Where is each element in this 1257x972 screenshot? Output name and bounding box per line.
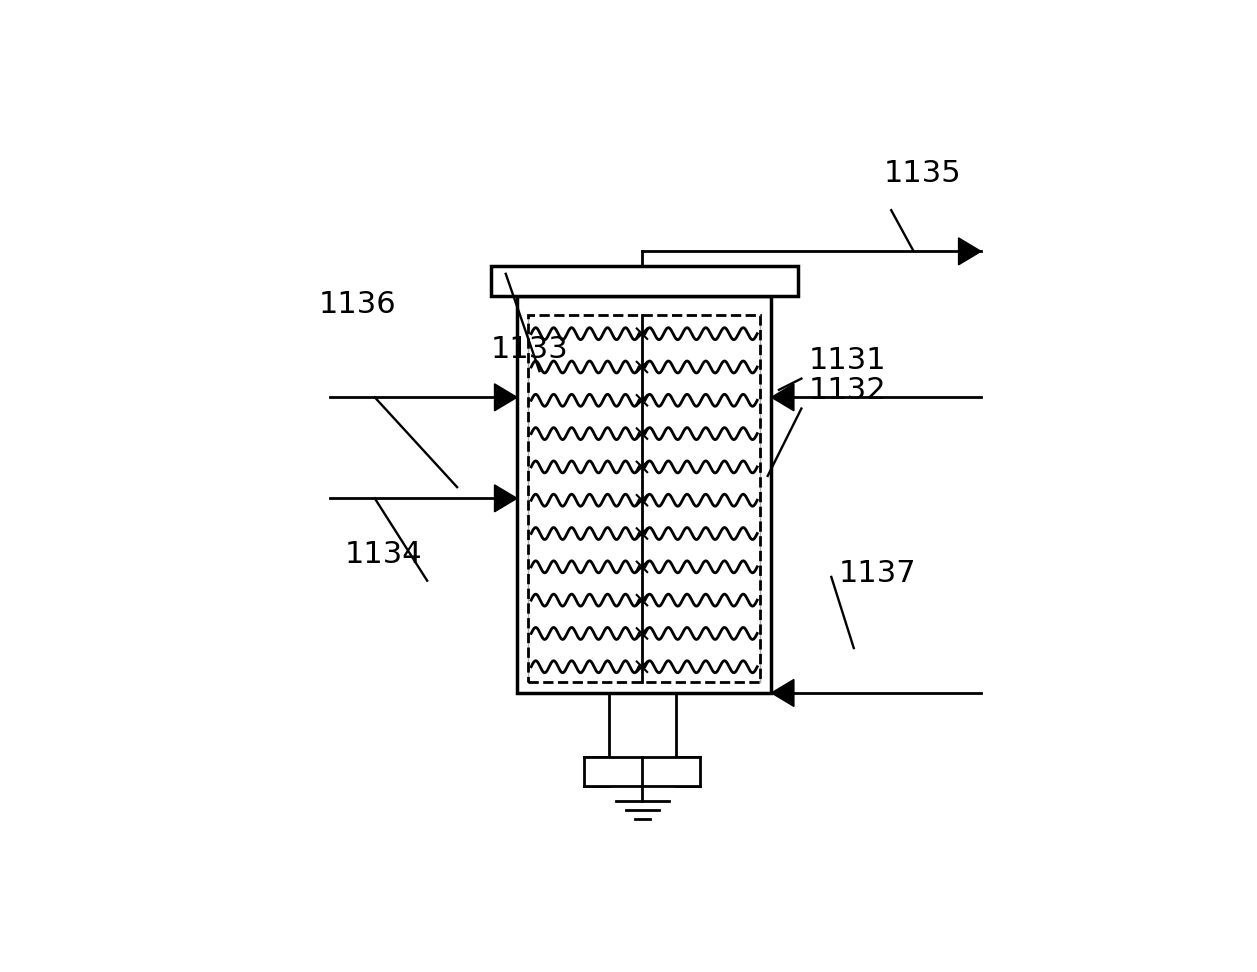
Text: 1136: 1136 (318, 290, 396, 319)
Polygon shape (494, 485, 517, 512)
Polygon shape (490, 266, 798, 296)
Polygon shape (959, 238, 980, 264)
Text: 1134: 1134 (344, 540, 422, 570)
Polygon shape (494, 384, 517, 411)
Polygon shape (585, 756, 700, 786)
Text: 1131: 1131 (808, 346, 886, 375)
Polygon shape (772, 384, 794, 411)
Text: 1132: 1132 (808, 376, 886, 404)
Text: 1133: 1133 (490, 334, 568, 364)
Text: 1137: 1137 (838, 559, 916, 588)
Polygon shape (772, 679, 794, 707)
Text: 1135: 1135 (884, 158, 962, 188)
